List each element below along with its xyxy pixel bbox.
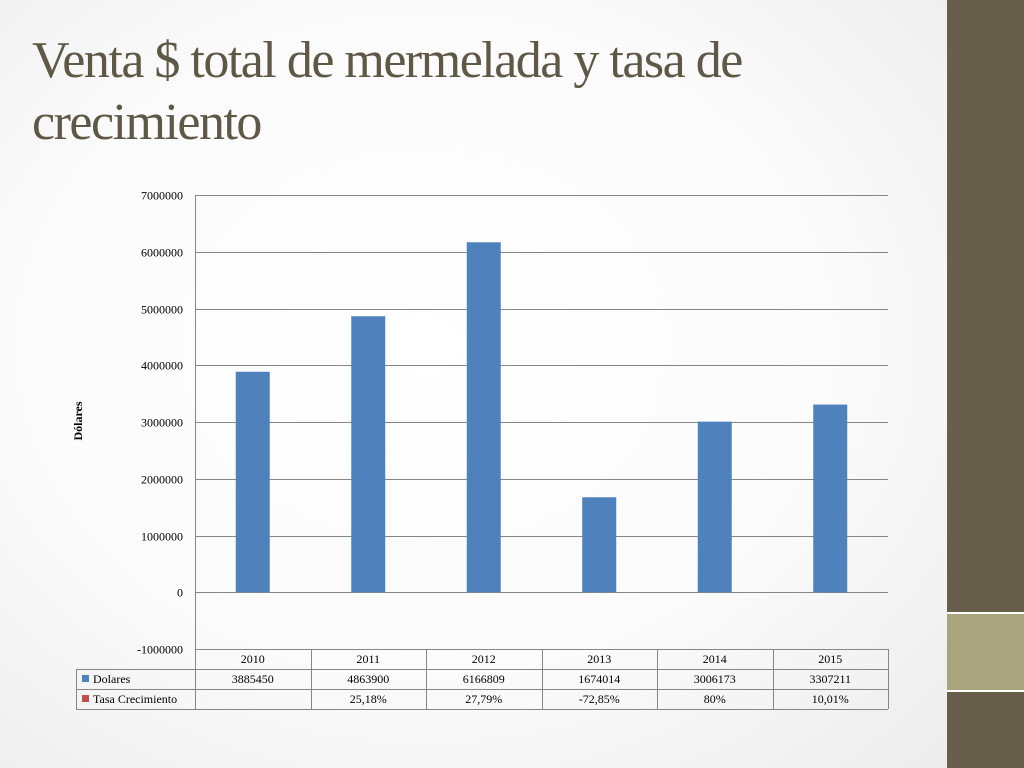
gridlines	[195, 195, 888, 650]
y-tick-label: 5000000	[141, 303, 183, 317]
x-category-label: 2010	[241, 652, 265, 666]
y-tick-label: 2000000	[141, 473, 183, 487]
table-cell: 80%	[704, 692, 726, 706]
legend-key-Dolares	[82, 675, 89, 682]
y-tick-label: 1000000	[141, 530, 183, 544]
bars	[235, 242, 848, 593]
table-cell: 6166809	[463, 672, 505, 686]
x-category-label: 2013	[587, 652, 611, 666]
y-tick-label: -1000000	[137, 643, 183, 657]
bar-2012	[466, 242, 501, 593]
legend-key-Tasa Crecimiento	[82, 695, 89, 702]
y-tick-label: 7000000	[141, 189, 183, 203]
sidebar-divider	[947, 690, 1024, 692]
table-cell: 10,01%	[812, 692, 849, 706]
table-row-label: Tasa Crecimiento	[93, 692, 177, 706]
bar-2013	[582, 497, 617, 593]
table-cell: 3006173	[694, 672, 736, 686]
table-cell: 3307211	[809, 672, 851, 686]
y-axis-label: Dólares	[71, 401, 85, 440]
table-cell: 25,18%	[350, 692, 387, 706]
y-tick-label: 3000000	[141, 416, 183, 430]
y-tick-label: 6000000	[141, 246, 183, 260]
table-row-label: Dolares	[93, 672, 131, 686]
x-category-label: 2015	[818, 652, 842, 666]
bar-2011	[351, 316, 386, 593]
x-category-label: 2014	[703, 652, 727, 666]
table-cell: 1674014	[578, 672, 620, 686]
table-cell: -72,85%	[579, 692, 620, 706]
bar-chart: 7000000 6000000 5000000 4000000 3000000 20000…	[71, 189, 889, 710]
bar-2015	[813, 404, 848, 593]
bar-2014	[697, 421, 732, 593]
table-cell: 27,79%	[465, 692, 502, 706]
y-tick-label: 0	[177, 586, 183, 600]
y-axis-ticks: 7000000 6000000 5000000 4000000 3000000 20000…	[137, 189, 183, 657]
sidebar-divider	[947, 612, 1024, 614]
data-table: 2010 2011 2012 2013 2014 2015 Dolares 3885450 48…	[76, 649, 889, 710]
bar-2010	[235, 371, 270, 593]
x-category-label: 2012	[472, 652, 496, 666]
slide-title: Venta $ total de mermelada y tasa de cre…	[32, 32, 743, 151]
sidebar-accent-block	[947, 614, 1024, 690]
y-tick-label: 4000000	[141, 359, 183, 373]
table-cell: 4863900	[347, 672, 389, 686]
x-category-label: 2011	[356, 652, 380, 666]
table-cell: 3885450	[232, 672, 274, 686]
